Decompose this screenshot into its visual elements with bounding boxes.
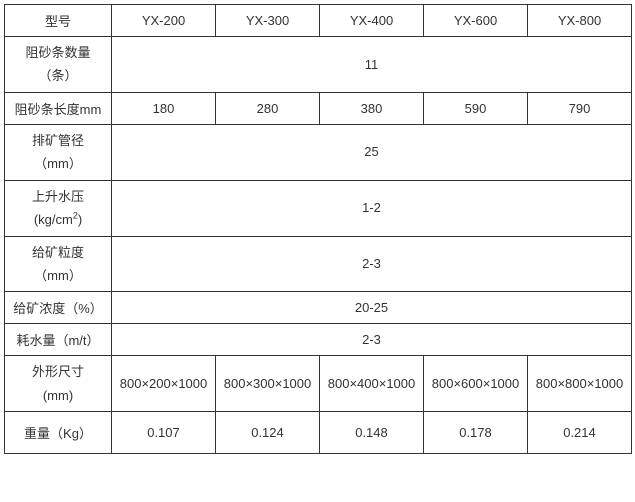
row-merged-value: 20-25 bbox=[112, 292, 632, 324]
header-col-3: YX-600 bbox=[424, 5, 528, 37]
table-row: 上升水压 (kg/cm2) 1-2 bbox=[5, 180, 632, 236]
row-label-line1: 给矿粒度 bbox=[32, 245, 84, 260]
row-label: 阻砂条数量 （条） bbox=[5, 37, 112, 93]
spec-table: 型号 YX-200 YX-300 YX-400 YX-600 YX-800 阻砂… bbox=[4, 4, 632, 454]
row-cell: 590 bbox=[424, 92, 528, 124]
row-cell: 280 bbox=[216, 92, 320, 124]
row-cell: 800×800×1000 bbox=[528, 356, 632, 412]
header-col-2: YX-400 bbox=[320, 5, 424, 37]
table-row: 重量（Kg） 0.107 0.124 0.148 0.178 0.214 bbox=[5, 412, 632, 454]
row-label-line2: (kg/cm2) bbox=[34, 212, 82, 227]
row-cell: 800×300×1000 bbox=[216, 356, 320, 412]
table-row: 给矿浓度（%） 20-25 bbox=[5, 292, 632, 324]
row-cell: 0.178 bbox=[424, 412, 528, 454]
table-row: 给矿粒度 （mm） 2-3 bbox=[5, 236, 632, 292]
row-cell: 800×600×1000 bbox=[424, 356, 528, 412]
row-label-line1: 上升水压 bbox=[32, 189, 84, 204]
row-merged-value: 2-3 bbox=[112, 324, 632, 356]
row-cell: 0.124 bbox=[216, 412, 320, 454]
table-row: 耗水量（m/t） 2-3 bbox=[5, 324, 632, 356]
table-row: 排矿管径 （mm） 25 bbox=[5, 124, 632, 180]
row-cell: 180 bbox=[112, 92, 216, 124]
row-label: 给矿浓度（%） bbox=[5, 292, 112, 324]
row-cell: 0.107 bbox=[112, 412, 216, 454]
row-merged-value: 11 bbox=[112, 37, 632, 93]
row-label: 阻砂条长度mm bbox=[5, 92, 112, 124]
row-label-line2: （条） bbox=[38, 68, 77, 83]
header-col-1: YX-300 bbox=[216, 5, 320, 37]
row-cell: 0.214 bbox=[528, 412, 632, 454]
header-col-0: YX-200 bbox=[112, 5, 216, 37]
row-label: 排矿管径 （mm） bbox=[5, 124, 112, 180]
row-label-line2: （mm） bbox=[34, 156, 82, 171]
row-label-line2: (mm) bbox=[43, 388, 73, 403]
row-cell: 790 bbox=[528, 92, 632, 124]
table-header-row: 型号 YX-200 YX-300 YX-400 YX-600 YX-800 bbox=[5, 5, 632, 37]
row-label: 上升水压 (kg/cm2) bbox=[5, 180, 112, 236]
row-label-line2: （mm） bbox=[34, 268, 82, 283]
row-cell: 380 bbox=[320, 92, 424, 124]
table-row: 外形尺寸 (mm) 800×200×1000 800×300×1000 800×… bbox=[5, 356, 632, 412]
row-merged-value: 1-2 bbox=[112, 180, 632, 236]
row-label-line1: 外形尺寸 bbox=[32, 364, 84, 379]
header-col-4: YX-800 bbox=[528, 5, 632, 37]
row-label-line1: 排矿管径 bbox=[32, 133, 84, 148]
row-label: 外形尺寸 (mm) bbox=[5, 356, 112, 412]
row-cell: 800×400×1000 bbox=[320, 356, 424, 412]
row-label-line1: 阻砂条数量 bbox=[25, 45, 90, 60]
row-label: 重量（Kg） bbox=[5, 412, 112, 454]
row-cell: 0.148 bbox=[320, 412, 424, 454]
row-label: 耗水量（m/t） bbox=[5, 324, 112, 356]
row-merged-value: 2-3 bbox=[112, 236, 632, 292]
table-row: 阻砂条长度mm 180 280 380 590 790 bbox=[5, 92, 632, 124]
row-merged-value: 25 bbox=[112, 124, 632, 180]
header-label: 型号 bbox=[5, 5, 112, 37]
row-cell: 800×200×1000 bbox=[112, 356, 216, 412]
row-label: 给矿粒度 （mm） bbox=[5, 236, 112, 292]
table-row: 阻砂条数量 （条） 11 bbox=[5, 37, 632, 93]
